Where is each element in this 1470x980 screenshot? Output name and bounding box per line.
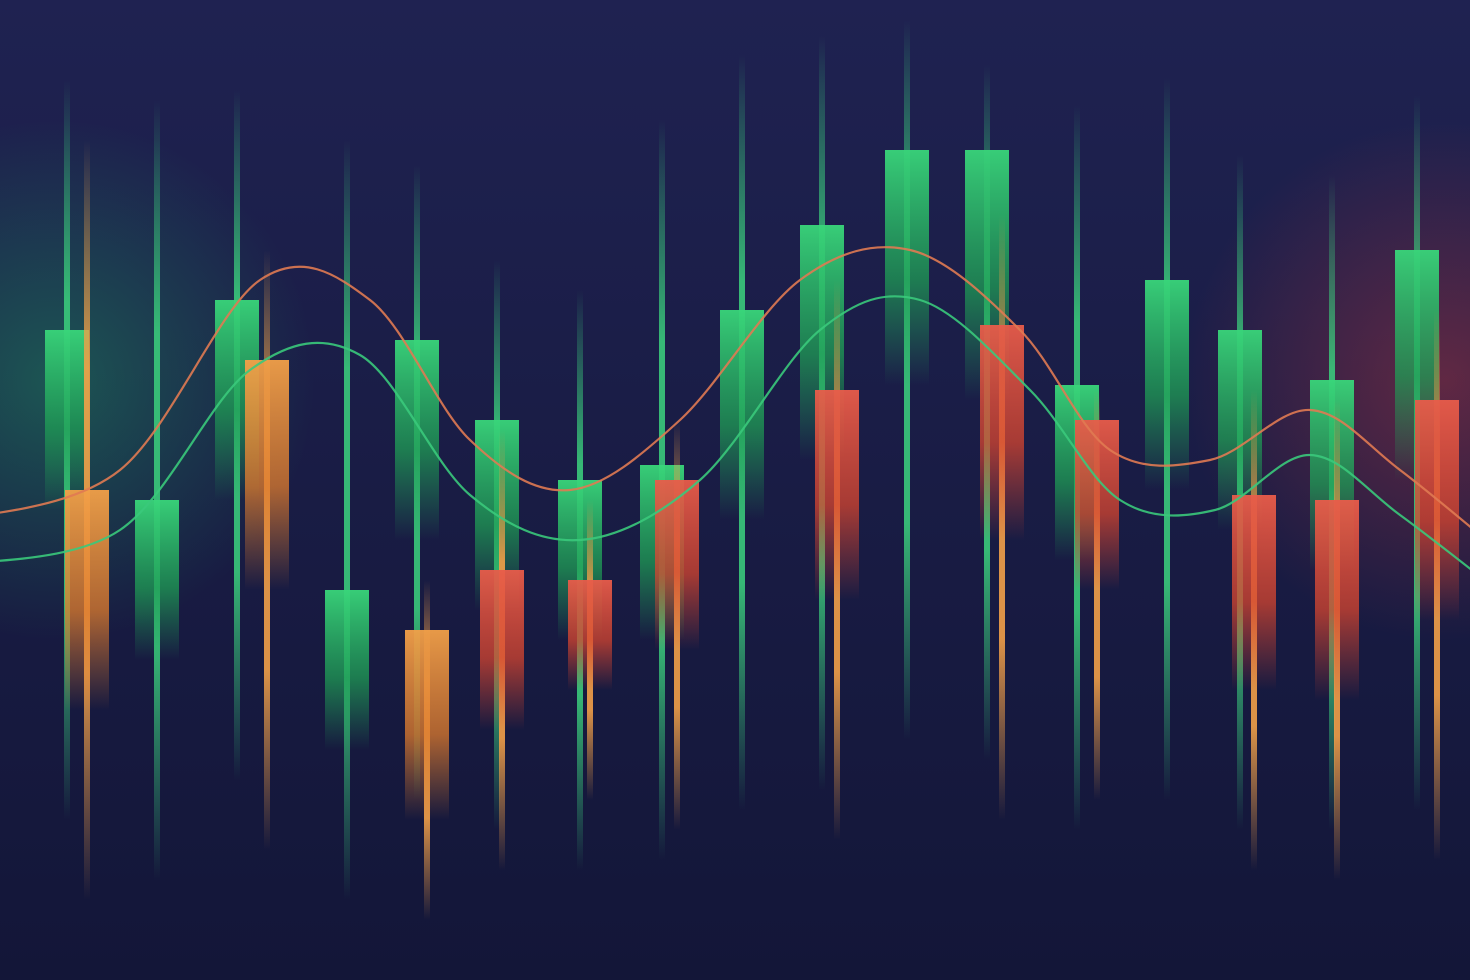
candle-body	[245, 360, 289, 590]
candle-wick	[344, 140, 350, 900]
candle-body	[1145, 280, 1189, 490]
candle-body	[405, 630, 449, 820]
candle-body	[325, 590, 369, 750]
candle-body	[1315, 500, 1359, 700]
candle-body	[980, 325, 1024, 540]
candle-body	[1075, 420, 1119, 590]
candle-body	[1232, 495, 1276, 690]
candle-body	[815, 390, 859, 600]
candle-body	[655, 480, 699, 650]
candle-body	[45, 330, 89, 510]
candle-body	[135, 500, 179, 660]
candle-body	[395, 340, 439, 540]
candle-body	[885, 150, 929, 385]
candle-body	[480, 570, 524, 730]
candle-body	[1415, 400, 1459, 620]
candle-body	[65, 490, 109, 710]
candle-body	[568, 580, 612, 690]
candle-body	[720, 310, 764, 520]
candlestick-chart	[0, 0, 1470, 980]
